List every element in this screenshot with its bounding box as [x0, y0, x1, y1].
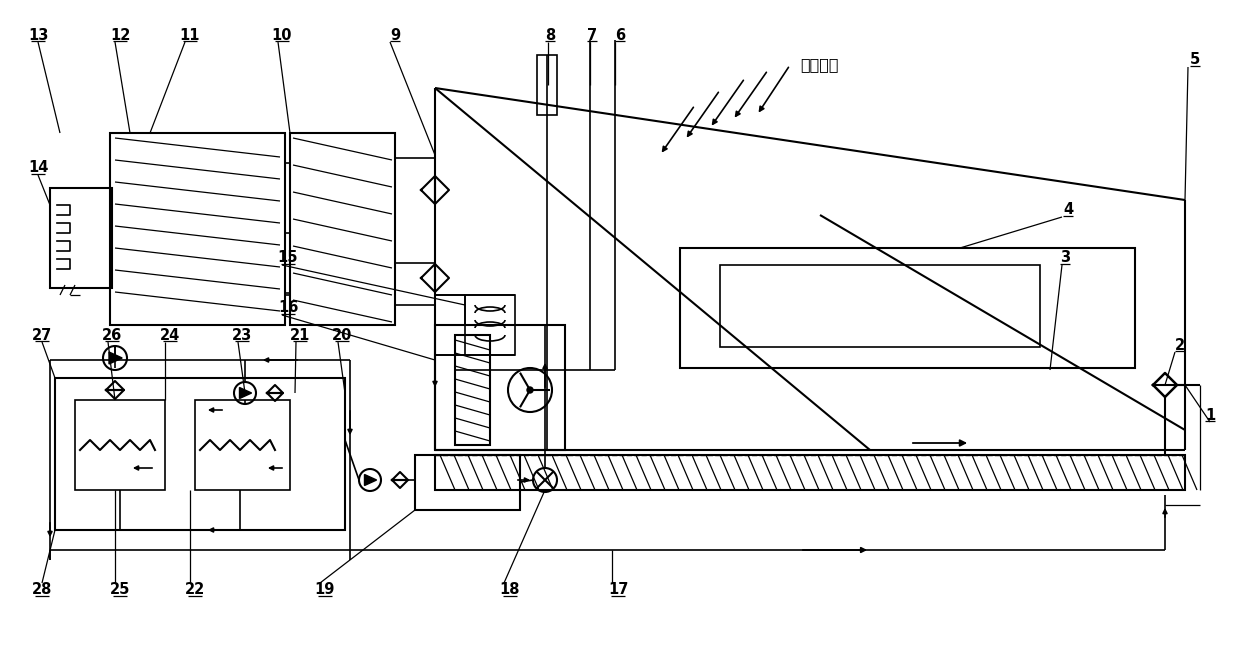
Text: 23: 23 — [232, 328, 252, 343]
Text: 16: 16 — [278, 301, 298, 315]
Text: 9: 9 — [389, 28, 401, 43]
Bar — [110, 133, 285, 325]
Text: 25: 25 — [110, 582, 130, 597]
Bar — [290, 133, 396, 325]
Text: 27: 27 — [32, 328, 52, 343]
Text: 17: 17 — [608, 582, 629, 597]
Text: 19: 19 — [315, 582, 335, 597]
Bar — [415, 455, 520, 510]
Bar — [680, 248, 1135, 368]
Text: 4: 4 — [1063, 203, 1073, 218]
Text: 18: 18 — [500, 582, 521, 597]
Text: 太阳辐射: 太阳辐射 — [800, 57, 838, 72]
Bar — [74, 400, 165, 490]
Text: 24: 24 — [160, 328, 180, 343]
Text: 10: 10 — [272, 28, 293, 43]
Bar — [435, 455, 1185, 490]
Text: 8: 8 — [544, 28, 556, 43]
Text: 26: 26 — [102, 328, 122, 343]
Polygon shape — [109, 352, 123, 364]
Bar — [465, 295, 515, 355]
Polygon shape — [365, 474, 377, 486]
Polygon shape — [239, 388, 252, 399]
Text: 5: 5 — [1190, 53, 1200, 68]
Text: 12: 12 — [110, 28, 130, 43]
Bar — [720, 265, 1040, 347]
Text: 7: 7 — [587, 28, 598, 43]
Text: 15: 15 — [278, 251, 299, 265]
Text: 14: 14 — [27, 161, 48, 176]
Bar — [50, 188, 112, 288]
Bar — [435, 325, 565, 450]
Bar — [195, 400, 290, 490]
Text: 20: 20 — [332, 328, 352, 343]
Text: 11: 11 — [180, 28, 200, 43]
Text: 13: 13 — [27, 28, 48, 43]
Text: 3: 3 — [1060, 251, 1070, 265]
Bar — [55, 378, 345, 530]
Text: 21: 21 — [290, 328, 310, 343]
Text: 2: 2 — [1176, 338, 1185, 353]
Bar — [455, 335, 490, 445]
Text: 22: 22 — [185, 582, 205, 597]
Text: 1: 1 — [1205, 407, 1215, 422]
Text: 28: 28 — [32, 582, 52, 597]
Circle shape — [527, 387, 533, 393]
Text: 6: 6 — [615, 28, 625, 43]
Bar — [537, 55, 557, 115]
